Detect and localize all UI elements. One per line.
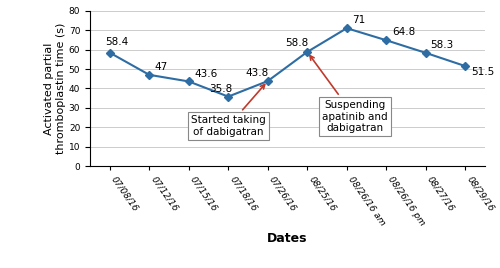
Text: Suspending
apatinib and
dabigatran: Suspending apatinib and dabigatran [310, 56, 388, 133]
Text: 58.8: 58.8 [285, 38, 308, 48]
Text: 58.4: 58.4 [106, 37, 129, 47]
Text: 35.8: 35.8 [209, 84, 232, 94]
Text: 51.5: 51.5 [471, 67, 494, 77]
Text: 43.6: 43.6 [194, 69, 218, 79]
Text: 43.8: 43.8 [246, 68, 269, 78]
Text: 58.3: 58.3 [430, 40, 453, 50]
Text: 47: 47 [155, 62, 168, 72]
Text: Started taking
of dabigatran: Started taking of dabigatran [191, 84, 266, 137]
Text: 71: 71 [352, 16, 366, 25]
X-axis label: Dates: Dates [267, 232, 308, 245]
Y-axis label: Activated partial
thromboplastin time (s): Activated partial thromboplastin time (s… [44, 23, 66, 154]
Text: 64.8: 64.8 [392, 28, 415, 38]
